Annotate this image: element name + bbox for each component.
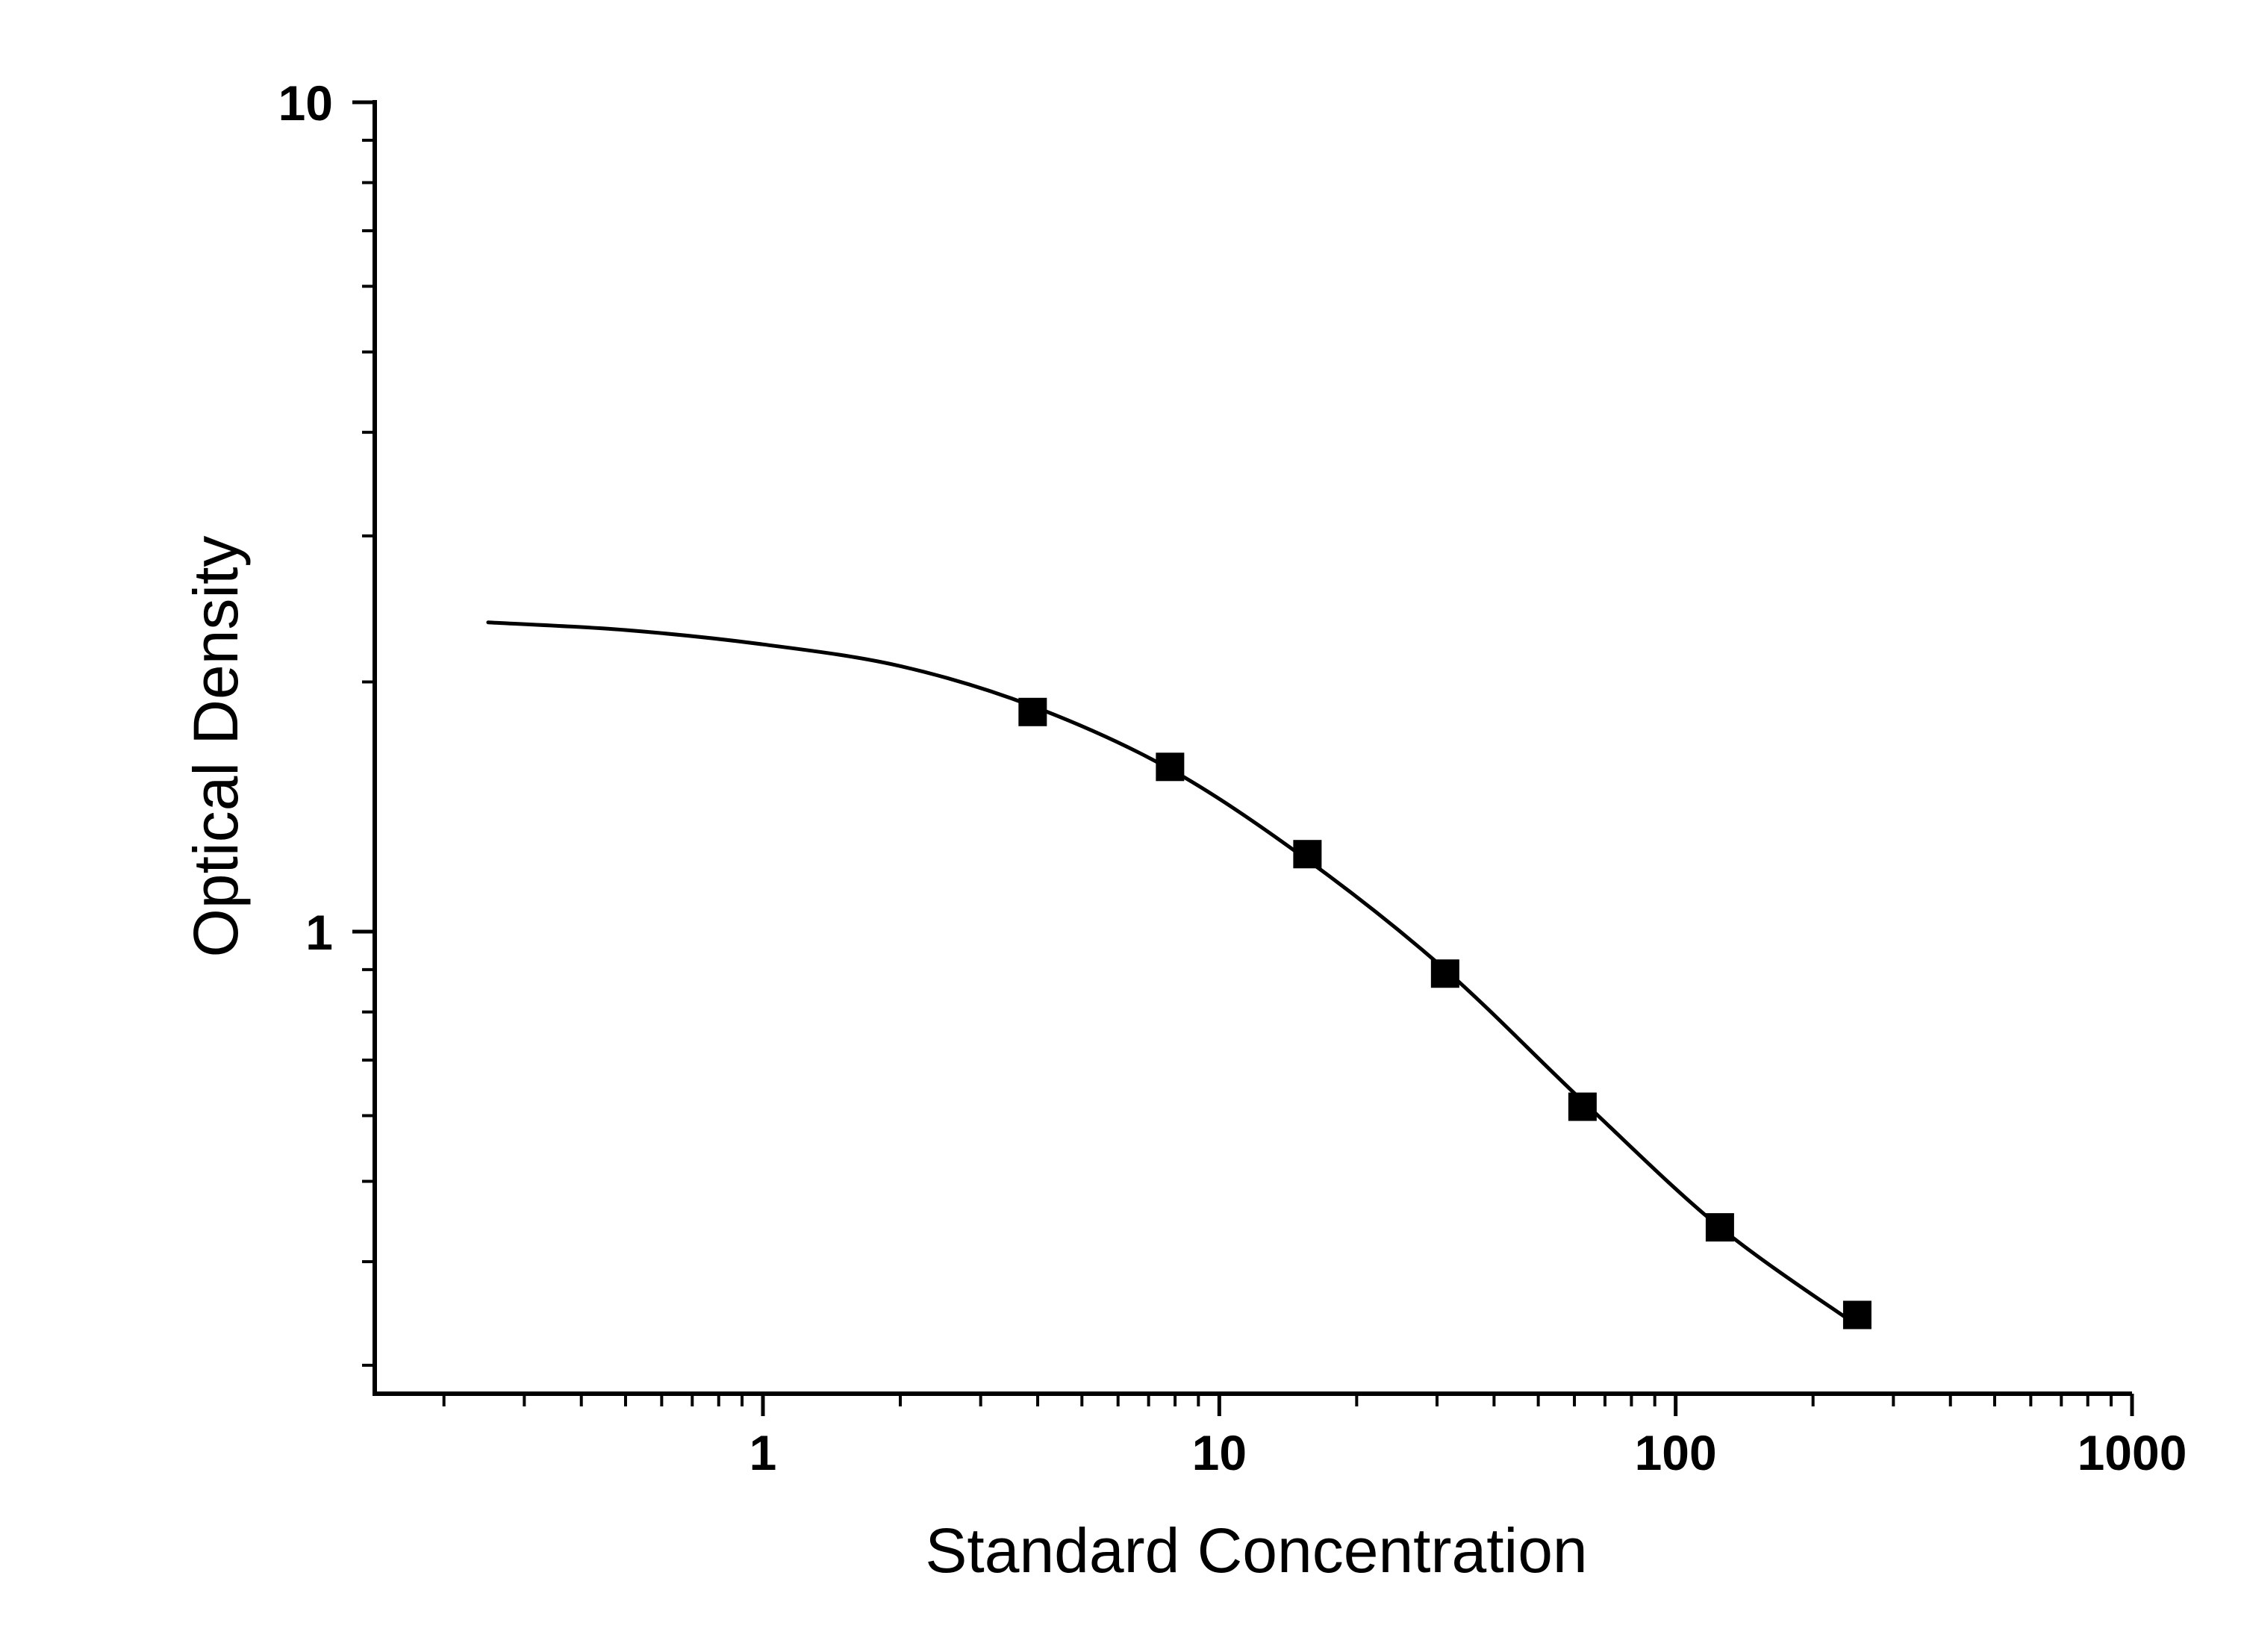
x-tick-label: 100: [1635, 1425, 1717, 1480]
x-axis-title: Standard Concentration: [925, 1515, 1587, 1586]
x-tick-label: 10: [1192, 1425, 1247, 1480]
data-point: [1842, 1300, 1871, 1330]
y-tick-label: 10: [278, 75, 333, 131]
data-point: [1018, 697, 1047, 726]
x-axis: 1 10 100 1000: [375, 1391, 2187, 1480]
data-point: [1156, 752, 1185, 782]
x-tick-label: 1: [749, 1425, 777, 1480]
y-tick-label: 1: [305, 905, 333, 960]
data-point: [1430, 959, 1459, 988]
y-axis-title: Optical Density: [181, 536, 251, 958]
plot-area: [486, 620, 1871, 1330]
data-point: [1568, 1092, 1597, 1121]
y-axis: 1 10: [278, 75, 377, 1396]
data-point: [1705, 1213, 1734, 1242]
data-point: [1293, 840, 1322, 869]
x-tick-label: 1000: [2078, 1425, 2187, 1480]
fit-curve: [486, 620, 1860, 1328]
